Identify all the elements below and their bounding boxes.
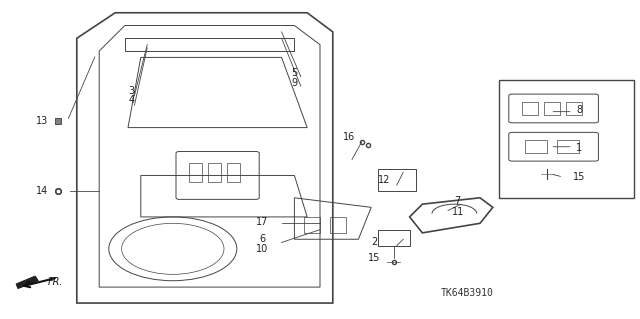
- Bar: [522, 102, 538, 115]
- Bar: [227, 163, 240, 182]
- Text: 17: 17: [256, 217, 269, 227]
- Text: 12: 12: [378, 175, 390, 185]
- Text: 15: 15: [368, 253, 381, 263]
- Text: 8: 8: [576, 105, 582, 115]
- Bar: [304, 217, 320, 233]
- Text: TK64B3910: TK64B3910: [441, 288, 493, 299]
- Text: 15: 15: [573, 172, 586, 182]
- Text: 2: 2: [371, 237, 378, 248]
- Text: 13: 13: [35, 116, 48, 126]
- Text: 11: 11: [451, 207, 464, 217]
- Text: FR.: FR.: [48, 277, 63, 287]
- Text: 16: 16: [342, 132, 355, 142]
- Text: 9: 9: [291, 78, 298, 88]
- Bar: [544, 102, 560, 115]
- Bar: [189, 163, 202, 182]
- Bar: [525, 140, 547, 153]
- Bar: [330, 217, 346, 233]
- Text: 1: 1: [576, 143, 582, 153]
- Text: 4: 4: [128, 95, 134, 106]
- Bar: [208, 163, 221, 182]
- Text: 3: 3: [128, 86, 134, 96]
- Text: 7: 7: [454, 196, 461, 206]
- Text: 5: 5: [291, 68, 298, 78]
- Polygon shape: [16, 276, 38, 289]
- Bar: [557, 140, 579, 153]
- Bar: [499, 80, 634, 198]
- Text: 6: 6: [259, 234, 266, 244]
- Text: 14: 14: [35, 186, 48, 197]
- Bar: [566, 102, 582, 115]
- Text: 10: 10: [256, 244, 269, 254]
